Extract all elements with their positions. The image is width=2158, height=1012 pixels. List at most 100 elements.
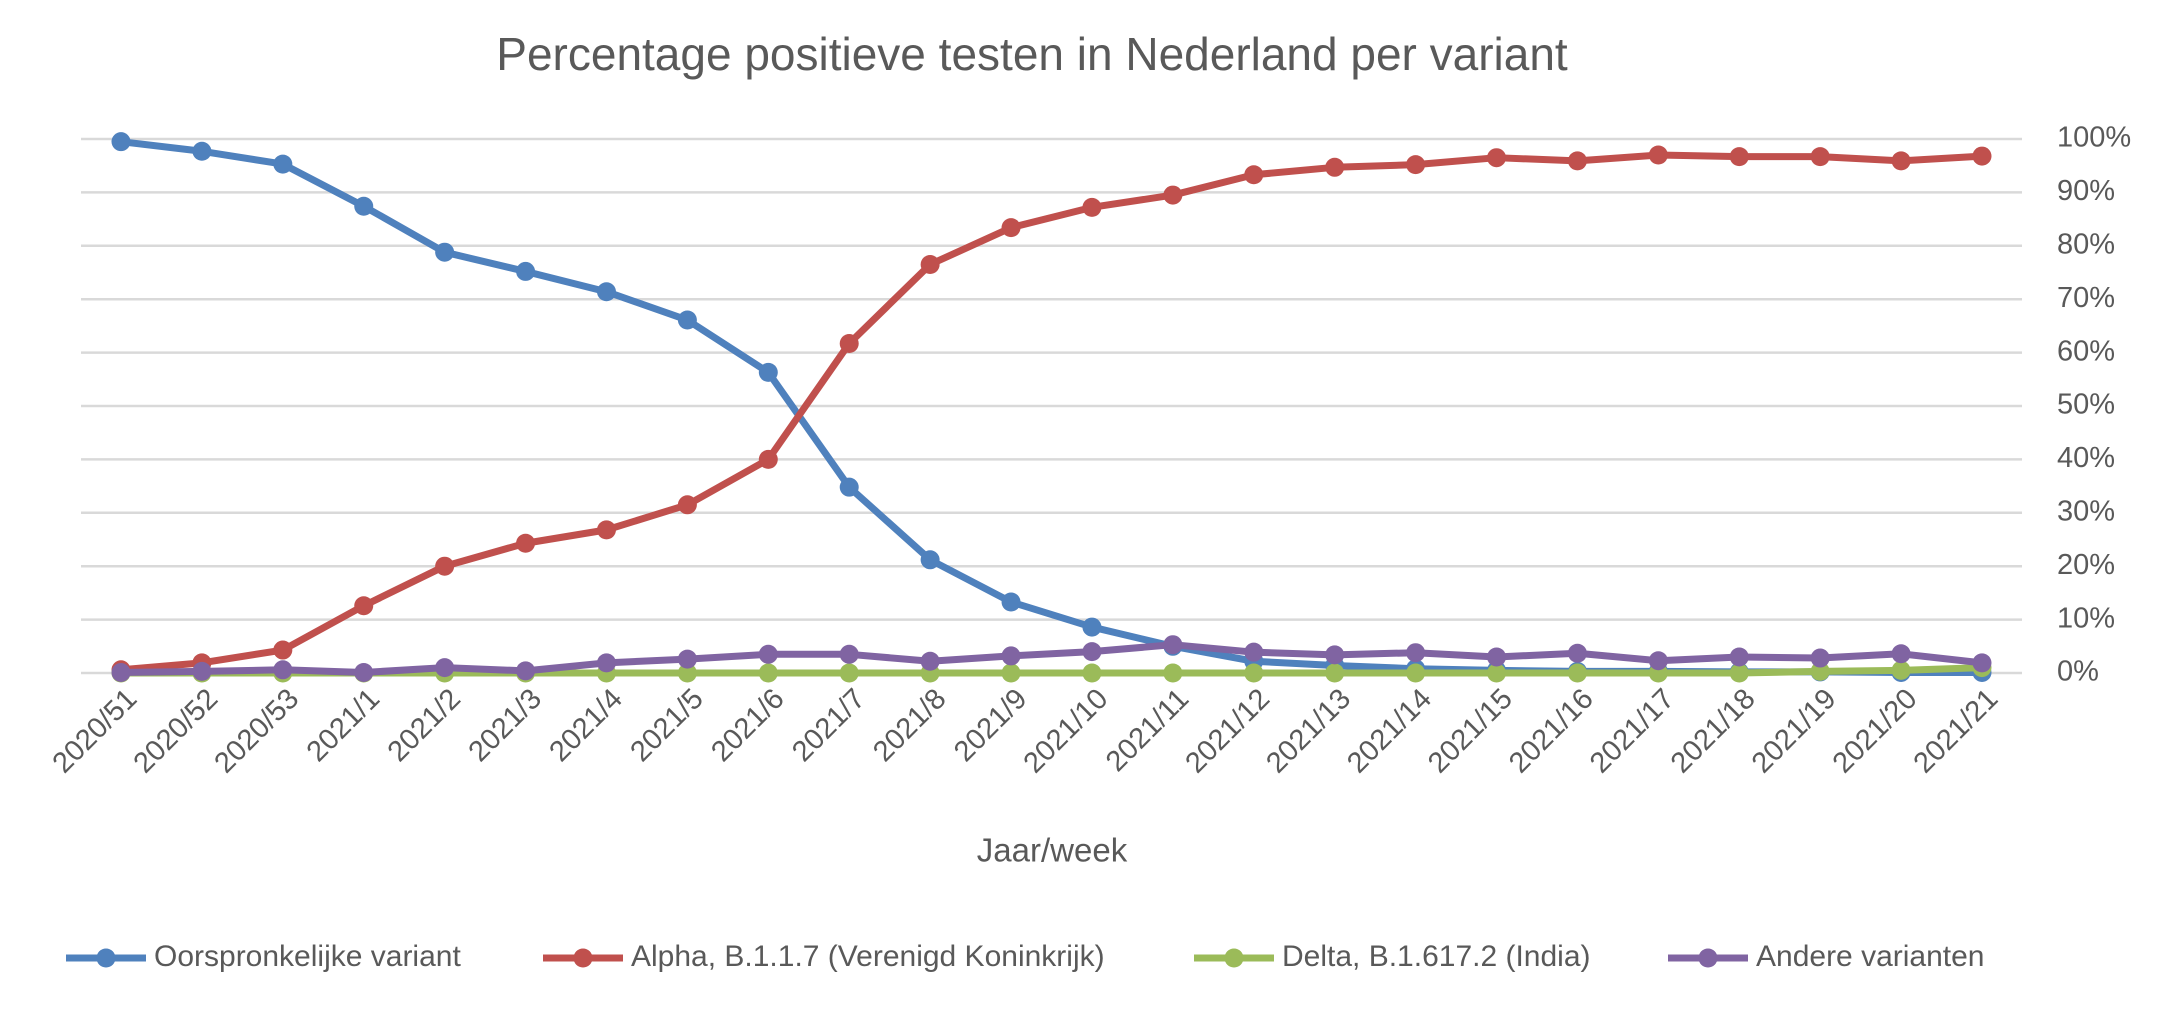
data-point bbox=[758, 644, 778, 664]
data-point bbox=[1082, 663, 1102, 683]
data-point bbox=[920, 651, 940, 671]
y-tick-label: 50% bbox=[2057, 389, 2115, 421]
data-point bbox=[920, 550, 940, 570]
data-point bbox=[677, 649, 697, 669]
data-point bbox=[516, 533, 536, 553]
y-tick-label: 60% bbox=[2057, 335, 2115, 367]
x-tick-label: 2020/53 bbox=[208, 683, 305, 780]
data-point bbox=[1082, 642, 1102, 662]
data-point bbox=[1972, 146, 1992, 166]
x-tick-label: 2021/6 bbox=[705, 683, 790, 768]
data-point bbox=[1163, 663, 1183, 683]
data-point bbox=[192, 661, 212, 681]
data-point bbox=[1406, 643, 1426, 663]
data-point bbox=[273, 154, 293, 174]
data-point bbox=[677, 495, 697, 515]
data-point bbox=[596, 282, 616, 302]
data-point bbox=[354, 196, 374, 216]
y-tick-label: 90% bbox=[2057, 175, 2115, 207]
data-point bbox=[839, 334, 859, 354]
series-line bbox=[120, 151, 1983, 674]
data-point bbox=[1001, 646, 1021, 666]
data-point bbox=[1325, 157, 1345, 177]
data-point bbox=[273, 640, 293, 660]
data-point bbox=[677, 663, 697, 683]
data-point bbox=[920, 254, 940, 274]
legend-item: Alpha, B.1.1.7 (Verenigd Koninkrijk) bbox=[543, 940, 1105, 973]
data-point bbox=[1729, 647, 1749, 667]
legend-marker bbox=[96, 948, 116, 968]
data-point bbox=[1891, 151, 1911, 171]
x-tick-label: 2021/2 bbox=[382, 683, 467, 768]
data-point bbox=[435, 242, 455, 262]
data-point bbox=[354, 662, 374, 682]
data-point bbox=[596, 520, 616, 540]
x-tick-label: 2020/51 bbox=[47, 683, 144, 780]
data-point bbox=[1648, 651, 1668, 671]
data-point bbox=[758, 449, 778, 469]
data-point bbox=[839, 663, 859, 683]
y-tick-label: 70% bbox=[2057, 282, 2115, 314]
data-point bbox=[1487, 647, 1507, 667]
legend-item: Delta, B.1.617.2 (India) bbox=[1194, 940, 1591, 973]
x-tick-label: 2021/4 bbox=[543, 683, 628, 768]
y-tick-label: 30% bbox=[2057, 495, 2115, 527]
data-point bbox=[1244, 165, 1264, 185]
data-point bbox=[435, 658, 455, 678]
x-tick-label: 2021/13 bbox=[1260, 683, 1357, 780]
x-tick-label: 2021/11 bbox=[1100, 683, 1195, 778]
data-point bbox=[1001, 663, 1021, 683]
data-point bbox=[839, 644, 859, 664]
data-point bbox=[1325, 645, 1345, 665]
x-tick-label: 2021/16 bbox=[1503, 683, 1600, 780]
data-point bbox=[192, 141, 212, 161]
legend-label: Alpha, B.1.1.7 (Verenigd Koninkrijk) bbox=[631, 940, 1105, 973]
data-point bbox=[1810, 147, 1830, 167]
x-tick-label: 2021/17 bbox=[1584, 683, 1681, 780]
data-point bbox=[1648, 145, 1668, 165]
data-point bbox=[516, 661, 536, 681]
data-point bbox=[1082, 197, 1102, 217]
data-point bbox=[1891, 660, 1911, 680]
x-tick-label: 2021/12 bbox=[1179, 683, 1276, 780]
series-line bbox=[121, 664, 1983, 677]
data-point bbox=[1406, 155, 1426, 175]
x-axis-title: Jaar/week bbox=[977, 832, 1128, 869]
x-tick-label: 2021/18 bbox=[1665, 683, 1762, 780]
legend-marker bbox=[1224, 948, 1244, 968]
x-tick-label: 2021/20 bbox=[1827, 683, 1924, 780]
data-point bbox=[839, 477, 859, 497]
data-point bbox=[1244, 642, 1264, 662]
x-tick-label: 2021/21 bbox=[1908, 683, 2005, 780]
y-tick-label: 80% bbox=[2057, 228, 2115, 260]
data-point bbox=[1163, 185, 1183, 205]
legend-label: Delta, B.1.617.2 (India) bbox=[1282, 940, 1591, 973]
data-point bbox=[1891, 644, 1911, 664]
data-point bbox=[354, 596, 374, 616]
data-point bbox=[1163, 635, 1183, 655]
data-point bbox=[1406, 663, 1426, 683]
y-tick-label: 40% bbox=[2057, 442, 2115, 474]
y-tick-label: 100% bbox=[2057, 122, 2131, 154]
y-tick-label: 20% bbox=[2057, 549, 2115, 581]
series-line bbox=[120, 641, 1983, 676]
y-tick-label: 10% bbox=[2057, 602, 2115, 634]
data-point bbox=[273, 660, 293, 680]
data-point bbox=[1244, 663, 1264, 683]
data-point bbox=[1487, 663, 1507, 683]
data-point bbox=[1567, 643, 1587, 663]
chart-title: Percentage positieve testen in Nederland… bbox=[496, 28, 1568, 80]
data-point bbox=[1810, 661, 1830, 681]
data-point bbox=[596, 653, 616, 673]
data-point bbox=[677, 310, 697, 330]
x-tick-label: 2021/19 bbox=[1746, 683, 1843, 780]
data-point bbox=[758, 663, 778, 683]
x-tick-label: 2021/10 bbox=[1018, 683, 1115, 780]
legend-item: Andere varianten bbox=[1668, 940, 1985, 973]
data-point bbox=[1567, 151, 1587, 171]
data-point bbox=[1567, 663, 1587, 683]
legend-label: Oorspronkelijke variant bbox=[154, 940, 461, 973]
data-point bbox=[111, 132, 131, 152]
legend-item: Oorspronkelijke variant bbox=[66, 940, 461, 973]
